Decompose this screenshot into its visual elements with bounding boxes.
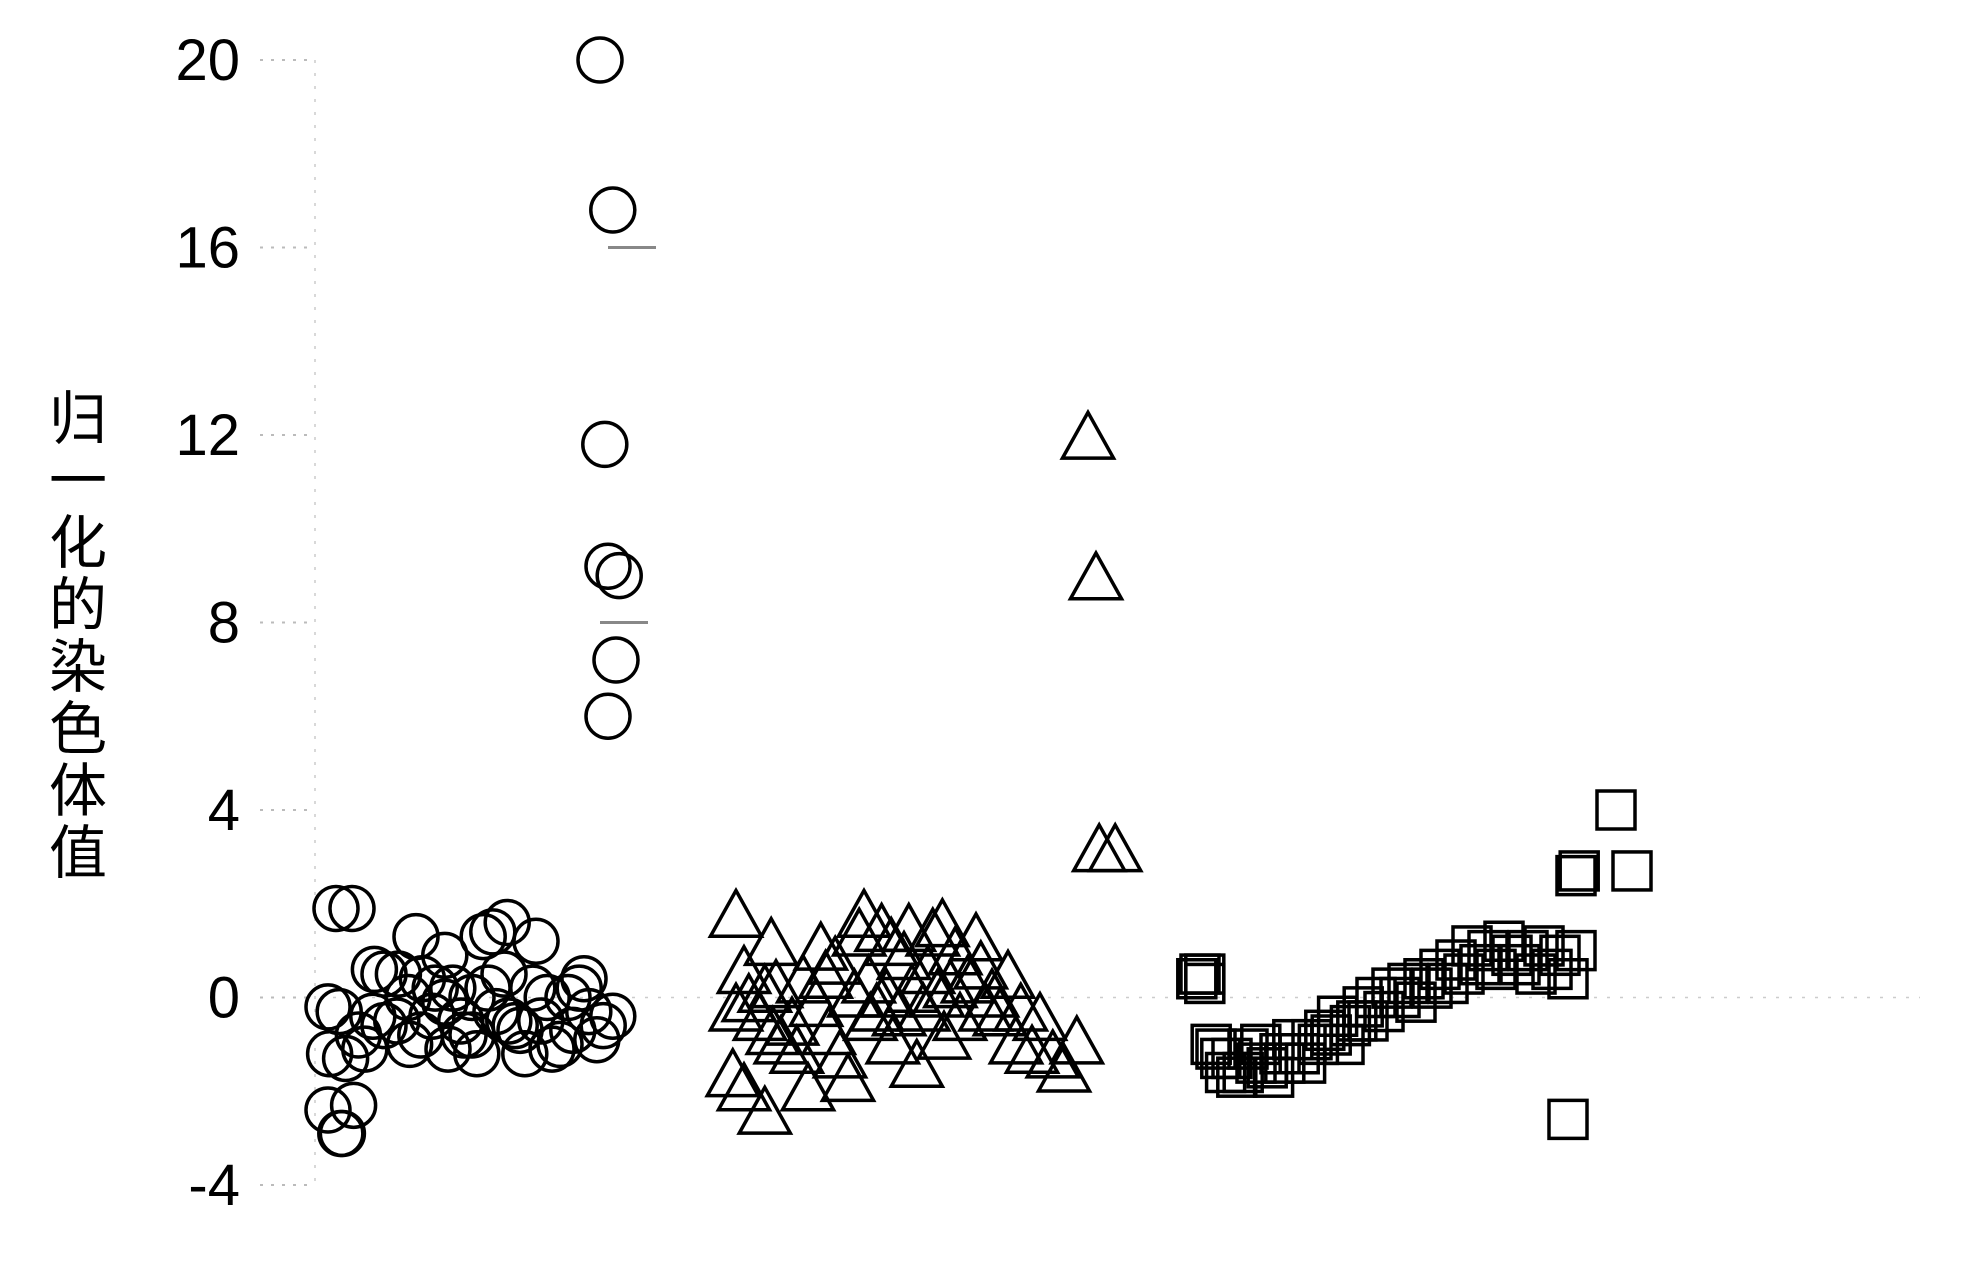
triangle-marker: [746, 919, 797, 965]
triangle-marker: [810, 937, 861, 983]
circle-marker: [586, 694, 630, 738]
triangle-marker: [1062, 412, 1113, 458]
circle-marker: [594, 638, 638, 682]
square-marker: [1613, 852, 1651, 890]
circle-marker: [578, 38, 622, 82]
svg-text:4: 4: [208, 778, 240, 843]
circle-marker: [597, 554, 641, 598]
square-marker: [1549, 1100, 1587, 1138]
svg-text:-4: -4: [188, 1153, 240, 1218]
chart-container: 归一化的染色体值 -4048121620: [0, 0, 1968, 1272]
circle-marker: [581, 1004, 625, 1048]
svg-text:0: 0: [208, 966, 240, 1031]
svg-text:12: 12: [175, 403, 240, 468]
circle-marker: [591, 188, 635, 232]
circle-marker: [332, 1083, 376, 1127]
svg-text:16: 16: [175, 216, 240, 281]
scatter-chart: -4 0 4 8 12 16 20: [0, 0, 1968, 1272]
circle-marker: [583, 422, 627, 466]
svg-text:8: 8: [208, 591, 240, 656]
svg-text:20: 20: [175, 28, 240, 93]
circle-marker: [586, 544, 630, 588]
square-marker: [1597, 791, 1635, 829]
triangle-marker: [1070, 553, 1121, 599]
triangle-marker: [710, 891, 761, 937]
